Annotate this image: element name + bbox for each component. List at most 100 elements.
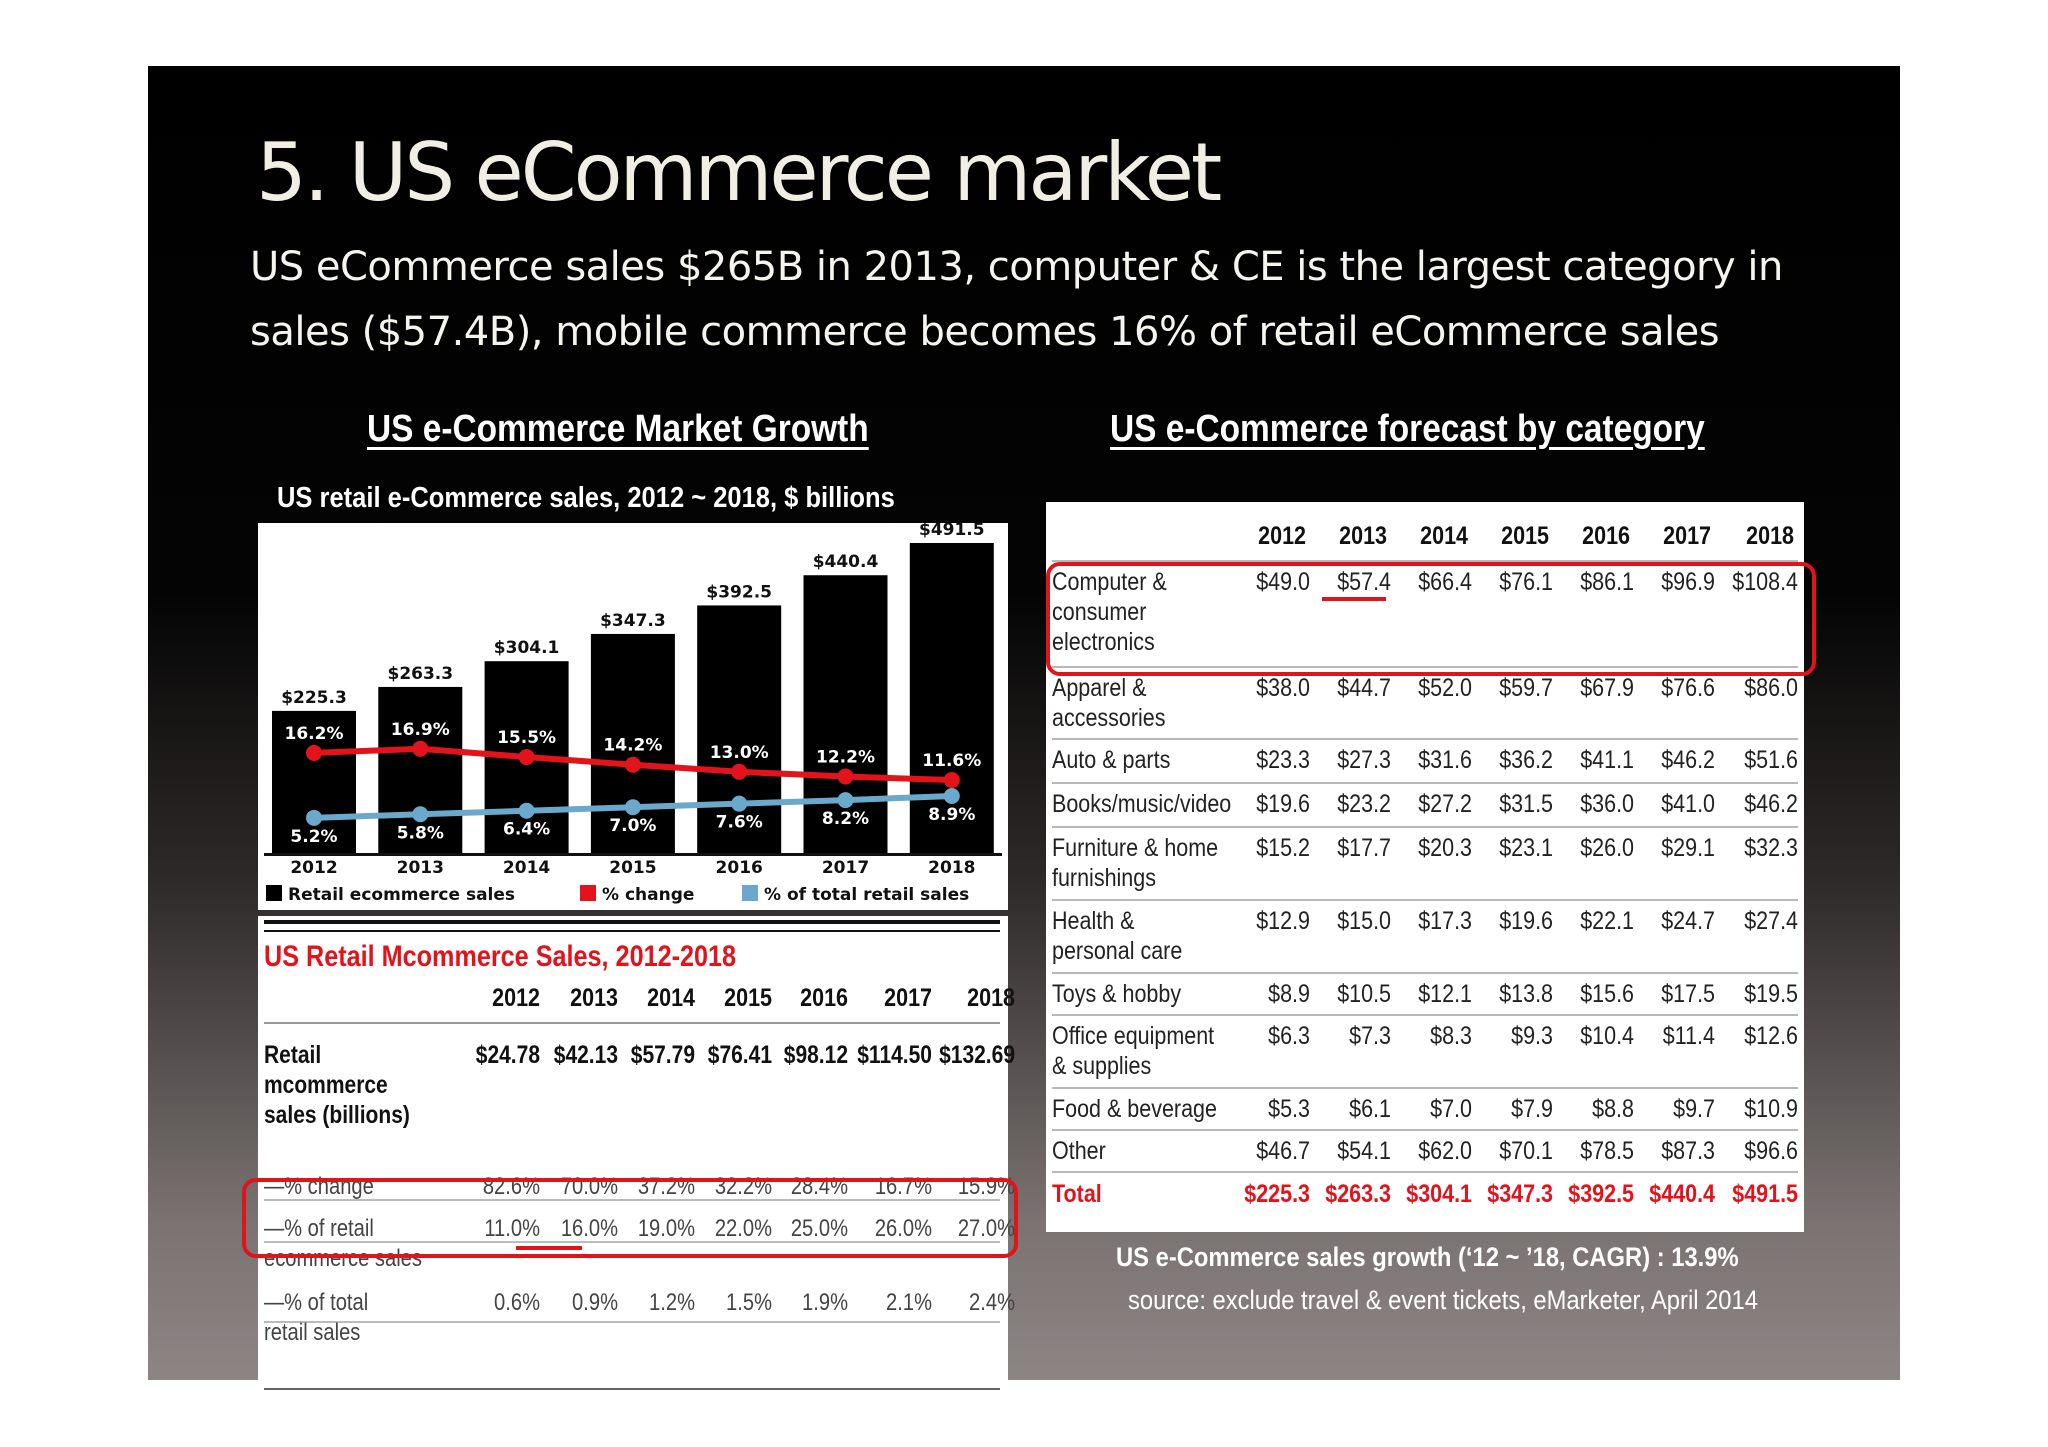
forecast-cell: $38.0	[1256, 674, 1310, 702]
growth-chart-panel: $225.3 2012 $263.3 2013 $304.1 2014 $347.3 2015…	[258, 520, 1008, 910]
mcommerce-cell: 28.4%	[790, 1173, 848, 1200]
x-tick-2018: 2018	[928, 858, 975, 878]
highlight-underline	[516, 1246, 582, 1250]
forecast-row-label: Books/music/video	[1052, 790, 1232, 818]
forecast-table-panel: 2012 2013 2014 2015 2016 2017 2018 Computer & co…	[1046, 502, 1804, 1232]
mcommerce-row-label: ecommerce sales	[264, 1245, 422, 1272]
forecast-cell: $12.1	[1418, 980, 1472, 1008]
forecast-year-2017: 2017	[1663, 522, 1711, 550]
subtitle-line-2: sales ($57.4B), mobile commerce becomes …	[250, 309, 1720, 355]
legend-label-1: % change	[602, 885, 694, 905]
forecast-cell: $19.6	[1499, 907, 1553, 935]
row-rule	[1052, 972, 1798, 974]
forecast-cell: $7.3	[1349, 1022, 1391, 1050]
mcommerce-highlight-box	[242, 1178, 1018, 1258]
forecast-cell: $27.4	[1744, 907, 1798, 935]
forecast-cell: $87.3	[1661, 1137, 1715, 1165]
forecast-total-cell: $491.5	[1732, 1180, 1798, 1208]
forecast-row-label: Auto & parts	[1052, 746, 1171, 774]
row-rule	[264, 1388, 1000, 1390]
row-rule	[1052, 560, 1798, 562]
share-label-2016: 7.6%	[716, 813, 763, 833]
bar-2013	[378, 686, 463, 853]
bar-label-2017: $440.4	[813, 552, 879, 572]
forecast-cell: $20.3	[1418, 834, 1472, 862]
legend-swatch-0	[266, 885, 282, 901]
forecast-cell: $76.1	[1499, 568, 1553, 596]
mcommerce-cell: 1.2%	[649, 1289, 695, 1316]
mcommerce-cell: 19.0%	[637, 1215, 695, 1242]
forecast-cell: $6.1	[1349, 1095, 1391, 1123]
forecast-cell: $86.1	[1580, 568, 1634, 596]
share-label-2014: 6.4%	[503, 820, 550, 840]
x-tick-2015: 2015	[609, 858, 656, 878]
source-note: source: exclude travel & event tickets, …	[1128, 1285, 1758, 1315]
row-rule	[1052, 666, 1798, 668]
forecast-cell: $32.3	[1744, 834, 1798, 862]
forecast-cell: $5.3	[1268, 1095, 1310, 1123]
forecast-row-label: Furniture & home	[1052, 834, 1219, 862]
change-point-2012	[306, 744, 322, 761]
forecast-total-cell: $263.3	[1325, 1180, 1391, 1208]
forecast-cell: $96.9	[1661, 568, 1715, 596]
share-point-2018	[943, 787, 960, 804]
forecast-cell: $22.1	[1580, 907, 1634, 935]
forecast-cell: $8.8	[1592, 1095, 1634, 1123]
bar-label-2013: $263.3	[387, 664, 453, 684]
mcommerce-year-2015: 2015	[724, 984, 772, 1012]
forecast-cell: $108.4	[1732, 568, 1798, 596]
forecast-cell: $46.7	[1256, 1137, 1310, 1165]
row-rule	[264, 1199, 1000, 1201]
mcommerce-cell: 2.4%	[969, 1289, 1015, 1316]
highlight-underline	[1322, 597, 1386, 601]
forecast-cell: $46.2	[1744, 790, 1798, 818]
mcommerce-year-2014: 2014	[647, 984, 695, 1012]
forecast-row-label: consumer	[1052, 598, 1147, 626]
change-label-2016: 13.0%	[710, 743, 769, 763]
mcommerce-cell: 82.6%	[482, 1173, 540, 1200]
x-tick-2014: 2014	[503, 858, 550, 878]
mcommerce-cell: 25.0%	[790, 1215, 848, 1242]
legend-label-0: Retail ecommerce sales	[288, 885, 515, 905]
change-label-2017: 12.2%	[816, 748, 875, 768]
forecast-cell: $31.5	[1499, 790, 1553, 818]
mcommerce-cell: 27.0%	[957, 1215, 1015, 1242]
mcommerce-cell: 70.0%	[560, 1173, 618, 1200]
forecast-cell: $23.2	[1337, 790, 1391, 818]
forecast-row-label: Computer &	[1052, 568, 1167, 596]
mcommerce-row-label: mcommerce	[264, 1071, 388, 1099]
forecast-row-label: Apparel &	[1052, 674, 1147, 702]
forecast-cell: $10.4	[1580, 1022, 1634, 1050]
legend-label-2: % of total retail sales	[764, 885, 969, 905]
forecast-cell: $15.6	[1580, 980, 1634, 1008]
row-rule	[1052, 899, 1798, 901]
share-point-2013	[412, 806, 429, 823]
x-tick-2012: 2012	[290, 858, 337, 878]
share-label-2015: 7.0%	[609, 816, 656, 836]
row-rule	[264, 1321, 1000, 1323]
mcommerce-cell: 16.7%	[874, 1173, 932, 1200]
forecast-cell: $15.2	[1256, 834, 1310, 862]
forecast-cell: $27.2	[1418, 790, 1472, 818]
forecast-cell: $7.9	[1511, 1095, 1553, 1123]
forecast-row-label: furnishings	[1052, 864, 1156, 892]
change-label-2013: 16.9%	[391, 720, 450, 740]
left-caption: US retail e-Commerce sales, 2012 ~ 2018,…	[277, 482, 895, 514]
mcommerce-row-label: —% of retail	[264, 1215, 374, 1242]
row-rule	[264, 1241, 1000, 1243]
forecast-cell: $36.0	[1580, 790, 1634, 818]
mcommerce-cell: 26.0%	[874, 1215, 932, 1242]
forecast-cell: $7.0	[1430, 1095, 1472, 1123]
forecast-row-label: Health &	[1052, 907, 1135, 935]
change-label-2018: 11.6%	[922, 751, 981, 771]
mcommerce-row-label: retail sales	[264, 1319, 361, 1346]
forecast-cell: $66.4	[1418, 568, 1472, 596]
share-label-2017: 8.2%	[822, 809, 869, 829]
mcommerce-cell: 11.0%	[484, 1215, 540, 1242]
mcommerce-cell: 0.9%	[572, 1289, 618, 1316]
forecast-cell: $41.1	[1580, 746, 1634, 774]
row-rule	[1052, 1014, 1798, 1016]
forecast-cell: $8.9	[1268, 980, 1310, 1008]
forecast-cell: $26.0	[1580, 834, 1634, 862]
forecast-cell: $9.7	[1673, 1095, 1715, 1123]
